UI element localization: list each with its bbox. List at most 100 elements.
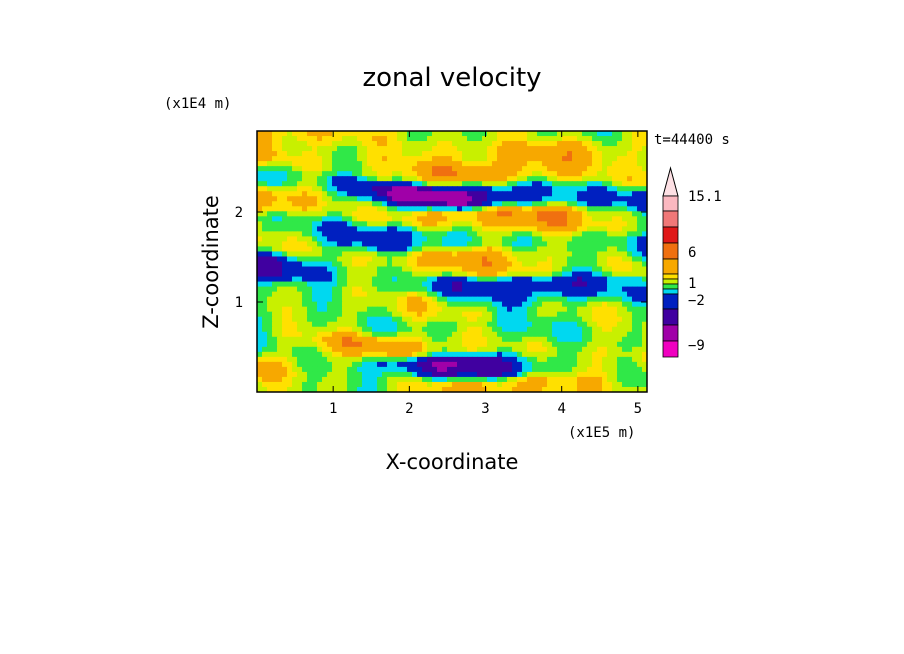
field-cell xyxy=(342,326,348,333)
field-cell xyxy=(342,301,348,308)
field-cell xyxy=(412,336,418,343)
field-cell xyxy=(447,236,453,243)
field-cell xyxy=(502,201,508,207)
field-cell xyxy=(417,361,423,368)
field-cell xyxy=(547,301,553,308)
field-cell xyxy=(402,346,408,353)
field-cell xyxy=(397,181,403,187)
field-cell xyxy=(427,251,433,258)
field-cell xyxy=(357,301,363,308)
field-cell xyxy=(422,361,428,368)
field-cell xyxy=(637,321,643,328)
field-cell xyxy=(577,166,583,172)
field-cell xyxy=(537,161,543,167)
field-cell xyxy=(437,186,443,192)
field-cell xyxy=(432,386,438,392)
field-cell xyxy=(547,181,553,187)
field-cell xyxy=(387,341,393,348)
field-cell xyxy=(502,256,508,263)
field-cell xyxy=(477,246,483,253)
field-cell xyxy=(302,131,308,137)
field-cell xyxy=(272,261,278,268)
field-cell xyxy=(552,211,558,217)
field-cell xyxy=(262,181,268,187)
field-cell xyxy=(637,251,643,258)
field-cell xyxy=(622,336,628,343)
field-cell xyxy=(482,176,488,182)
field-cell xyxy=(637,176,643,182)
field-cell xyxy=(347,221,353,227)
field-cell xyxy=(257,386,263,392)
field-cell xyxy=(607,271,613,278)
field-cell xyxy=(442,286,448,293)
field-cell xyxy=(322,191,328,197)
field-cell xyxy=(542,211,548,217)
field-cell xyxy=(272,246,278,253)
field-cell xyxy=(367,186,373,192)
field-cell xyxy=(587,356,593,363)
field-cell xyxy=(267,276,273,283)
field-cell xyxy=(502,221,508,227)
field-cell xyxy=(322,376,328,383)
field-cell xyxy=(557,311,563,318)
field-cell xyxy=(457,216,463,222)
field-cell xyxy=(342,371,348,378)
field-cell xyxy=(507,286,513,293)
field-cell xyxy=(537,231,543,237)
field-cell xyxy=(577,226,583,232)
field-cell xyxy=(607,356,613,363)
field-cell xyxy=(382,316,388,323)
field-cell xyxy=(597,251,603,258)
field-cell xyxy=(427,336,433,343)
field-cell xyxy=(362,381,368,388)
field-cell xyxy=(327,151,333,157)
field-cell xyxy=(312,386,318,392)
field-cell xyxy=(517,286,523,293)
field-cell xyxy=(257,296,263,303)
field-cell xyxy=(297,151,303,157)
field-cell xyxy=(622,246,628,253)
colorbar-segment xyxy=(662,293,679,310)
field-cell xyxy=(397,366,403,373)
field-cell xyxy=(512,341,518,348)
field-cell xyxy=(552,326,558,333)
field-cell xyxy=(257,171,263,177)
field-cell xyxy=(557,251,563,258)
field-cell xyxy=(457,226,463,232)
field-cell xyxy=(622,141,628,147)
field-cell xyxy=(457,341,463,348)
field-cell xyxy=(307,321,313,328)
field-cell xyxy=(412,346,418,353)
field-cell xyxy=(287,366,293,373)
field-cell xyxy=(447,276,453,283)
field-cell xyxy=(447,166,453,172)
field-cell xyxy=(507,226,513,232)
field-cell xyxy=(467,201,473,207)
field-cell xyxy=(512,286,518,293)
field-cell xyxy=(632,281,638,288)
field-cell xyxy=(277,366,283,373)
field-cell xyxy=(462,256,468,263)
field-cell xyxy=(327,131,333,137)
field-cell xyxy=(342,261,348,268)
field-cell xyxy=(622,191,628,197)
field-cell xyxy=(317,171,323,177)
field-cell xyxy=(447,201,453,207)
field-cell xyxy=(617,241,623,248)
field-cell xyxy=(582,341,588,348)
field-cell xyxy=(332,221,338,227)
field-cell xyxy=(312,261,318,268)
field-cell xyxy=(392,156,398,162)
field-cell xyxy=(277,141,283,147)
field-cell xyxy=(272,256,278,263)
field-cell xyxy=(602,356,608,363)
field-cell xyxy=(627,316,633,323)
field-cell xyxy=(582,146,588,152)
field-cell xyxy=(437,301,443,308)
field-cell xyxy=(377,286,383,293)
field-cell xyxy=(257,281,263,288)
field-cell xyxy=(482,241,488,248)
field-cell xyxy=(572,156,578,162)
field-cell xyxy=(607,376,613,383)
field-cell xyxy=(557,176,563,182)
